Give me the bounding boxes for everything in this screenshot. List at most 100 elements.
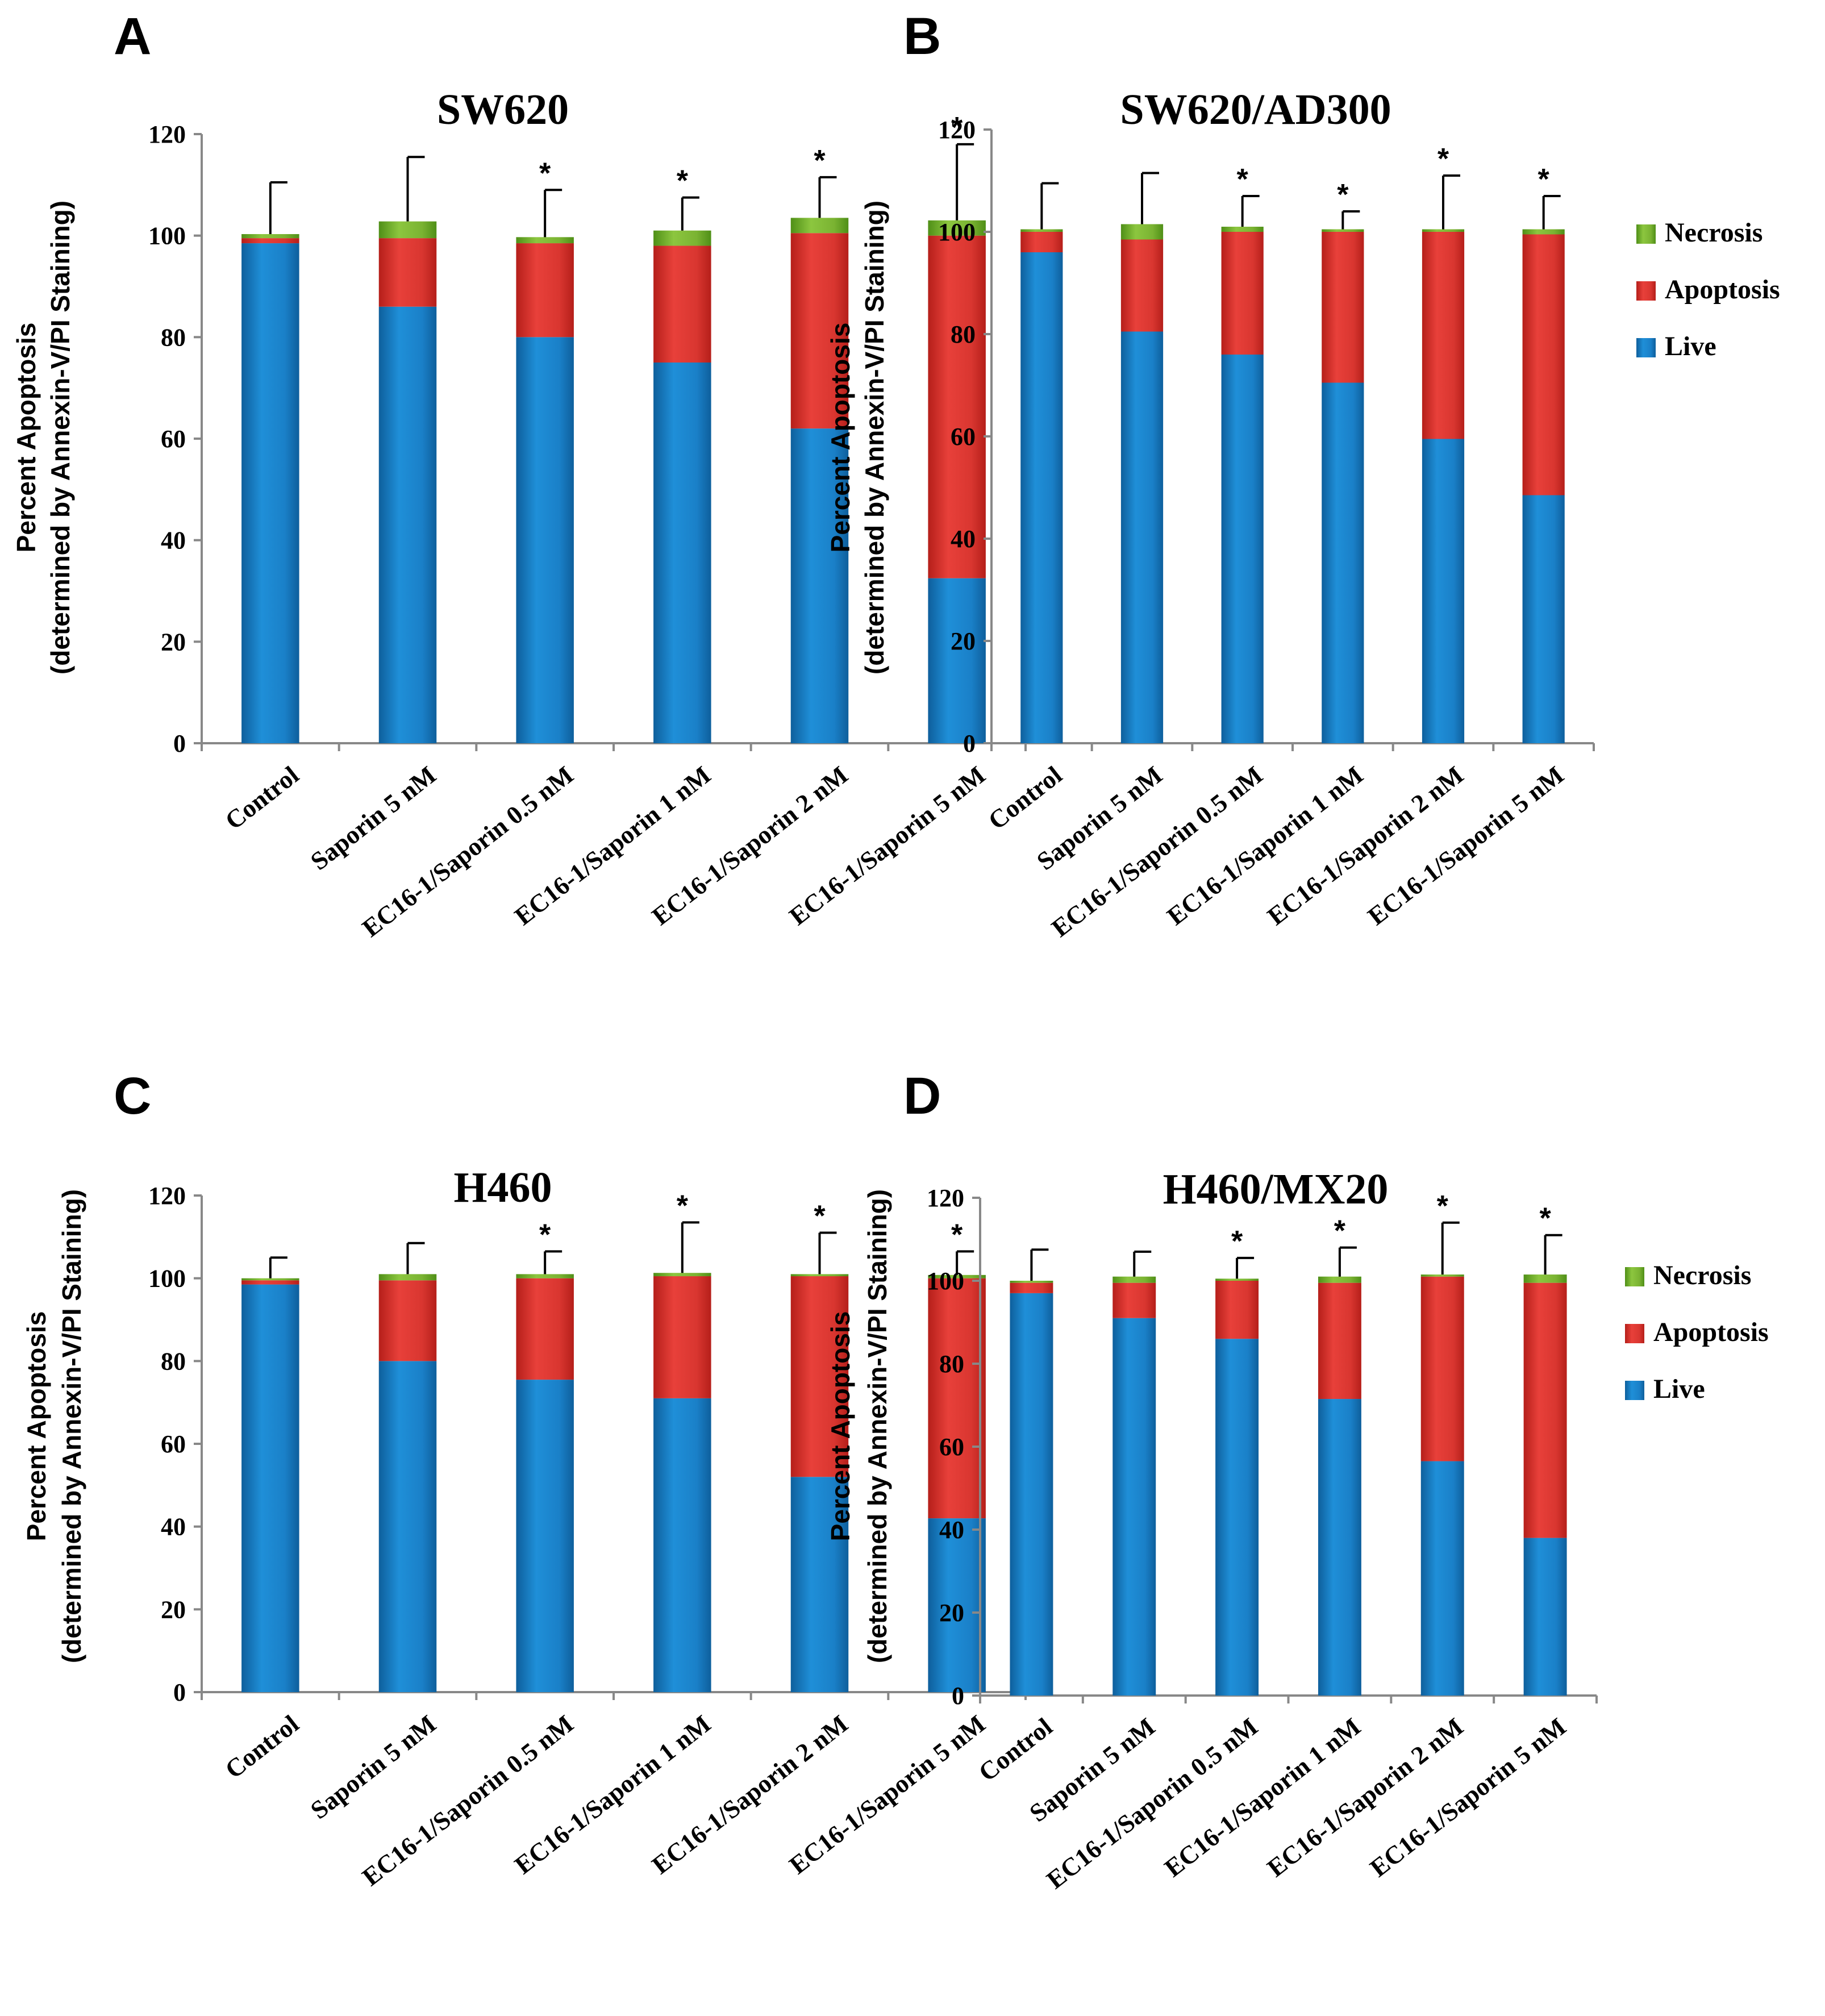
bar-live	[241, 243, 299, 744]
significance-star: *	[814, 144, 826, 177]
significance-star: *	[1237, 163, 1249, 196]
bar-apoptosis	[378, 238, 437, 307]
legend-label-apoptosis: Apoptosis	[1653, 1317, 1769, 1347]
y-axis-label-sub: (determined by Annexin-V/PI Staining)	[45, 201, 75, 674]
significance-star: *	[951, 1218, 963, 1251]
bar-necrosis	[1215, 1278, 1259, 1281]
y-tick-label: 80	[161, 323, 186, 351]
bar-live	[1420, 1461, 1464, 1696]
category-label: Control	[220, 1709, 304, 1784]
y-tick-label: 20	[161, 1596, 186, 1623]
bar-necrosis	[241, 1278, 299, 1281]
y-axis-label: Percent Apoptosis	[11, 323, 41, 553]
bar-apoptosis	[1120, 239, 1164, 332]
legend: Necrosis Apoptosis Live	[1636, 218, 1780, 361]
bar-necrosis	[516, 237, 574, 244]
bar-apoptosis	[1112, 1282, 1156, 1318]
significance-star: *	[677, 1189, 689, 1222]
significance-star: *	[1334, 1215, 1346, 1248]
bar-apoptosis	[653, 1276, 711, 1398]
panel-letter: D	[903, 1067, 941, 1125]
bar-live	[516, 1380, 574, 1692]
bar-apoptosis	[790, 1276, 849, 1477]
y-tick-label: 40	[951, 525, 976, 553]
y-axis-label-sub: (determined by Annexin-V/PI Staining)	[863, 1189, 892, 1663]
bar-apoptosis	[790, 233, 849, 429]
bar-necrosis	[1523, 1274, 1567, 1283]
significance-star: *	[1337, 178, 1349, 211]
bar-live	[1322, 382, 1364, 743]
legend-swatch-apoptosis	[1636, 281, 1656, 301]
category-label: Saporin 5 nM	[305, 760, 441, 876]
bar-apoptosis	[1523, 1282, 1567, 1538]
significance-star: *	[1438, 143, 1449, 176]
chart-title: SW620	[437, 86, 569, 134]
y-tick-label: 0	[963, 730, 976, 757]
bar-necrosis	[928, 1274, 986, 1278]
bar-apoptosis	[1221, 232, 1264, 355]
legend-swatch-live	[1636, 338, 1656, 357]
bar-apoptosis	[241, 238, 299, 244]
bar-apoptosis	[1420, 1276, 1464, 1461]
bar-necrosis	[378, 221, 437, 239]
y-tick-label: 0	[952, 1682, 964, 1710]
bar-apoptosis	[653, 245, 711, 363]
y-tick-label: 0	[173, 1678, 186, 1706]
y-tick-label: 40	[161, 527, 186, 555]
y-tick-label: 100	[927, 1267, 964, 1295]
category-label: EC16-1/Saporin 2 nM	[1262, 1712, 1469, 1882]
bar-live	[928, 578, 986, 743]
bar-necrosis	[1221, 227, 1264, 232]
y-tick-label: 80	[951, 320, 976, 348]
bar-necrosis	[790, 1274, 849, 1277]
category-label: Control	[973, 1712, 1057, 1786]
bar-live	[378, 306, 437, 743]
chart-title: H460	[453, 1164, 552, 1211]
bar-necrosis	[516, 1274, 574, 1278]
panel-letter: B	[903, 7, 941, 65]
y-tick-label: 80	[939, 1350, 964, 1378]
bar-necrosis	[1112, 1276, 1156, 1283]
category-label: EC16-1/Saporin 1 nM	[1162, 760, 1369, 931]
bar-live	[1523, 1538, 1567, 1696]
y-tick-label: 120	[938, 116, 976, 144]
bar-live	[241, 1284, 299, 1692]
legend-swatch-necrosis	[1625, 1267, 1644, 1286]
legend-label-necrosis: Necrosis	[1665, 218, 1763, 248]
significance-star: *	[539, 157, 551, 190]
significance-star: *	[814, 1200, 826, 1233]
bar-live	[790, 1477, 849, 1692]
significance-star: *	[1538, 163, 1550, 196]
chart-title: H460/MX20	[1163, 1165, 1389, 1213]
significance-star: *	[951, 111, 963, 144]
bar-live	[1120, 331, 1164, 743]
y-tick-label: 60	[951, 423, 976, 451]
category-label: EC16-1/Saporin 1 nM	[1159, 1712, 1366, 1882]
legend-label-live: Live	[1653, 1374, 1705, 1404]
bar-apoptosis	[1422, 232, 1465, 439]
y-axis-label-sub: (determined by Annexin-V/PI Staining)	[860, 201, 889, 674]
legend-swatch-live	[1625, 1381, 1644, 1400]
bar-live	[1215, 1339, 1259, 1696]
y-tick-label: 60	[161, 1430, 186, 1458]
y-axis-label: Percent Apoptosis	[22, 1311, 51, 1542]
bar-apoptosis	[1522, 234, 1565, 495]
chart-title: SW620/AD300	[1120, 86, 1391, 134]
bar-necrosis	[1010, 1281, 1053, 1283]
bar-live	[1010, 1293, 1053, 1696]
bar-necrosis	[241, 234, 299, 239]
y-axis-label: Percent Apoptosis	[826, 323, 855, 553]
bar-live	[653, 1398, 711, 1692]
bar-apoptosis	[516, 1278, 574, 1380]
category-label: EC16-1/Saporin 5 nM	[1365, 1712, 1572, 1882]
legend-label-live: Live	[1665, 331, 1716, 361]
legend-swatch-necrosis	[1636, 224, 1656, 244]
y-axis-label: Percent Apoptosis	[826, 1311, 855, 1542]
bar-necrosis	[1322, 229, 1364, 232]
bar-apoptosis	[378, 1280, 437, 1361]
bar-necrosis	[790, 218, 849, 234]
bar-live	[928, 1518, 986, 1692]
y-tick-label: 60	[939, 1433, 964, 1461]
bar-apoptosis	[928, 1278, 986, 1519]
